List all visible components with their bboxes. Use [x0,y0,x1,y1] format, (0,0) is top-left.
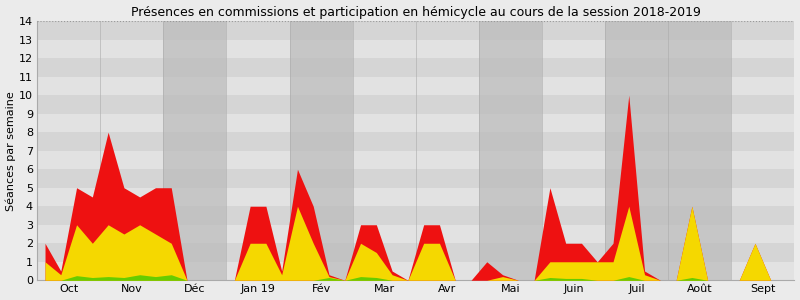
Bar [605,21,668,280]
Bar [37,206,794,225]
Bar [37,40,794,58]
Bar [479,21,542,280]
Y-axis label: Séances par semaine: Séances par semaine [6,91,16,211]
Bar [37,58,794,76]
Bar [37,225,794,243]
Bar [37,243,794,262]
Bar [37,95,794,114]
Bar [37,76,794,95]
Bar [668,21,731,280]
Bar [37,151,794,169]
Bar [37,132,794,151]
Bar [163,21,226,280]
Title: Présences en commissions et participation en hémicycle au cours de la session 20: Présences en commissions et participatio… [131,6,701,19]
Bar [37,188,794,206]
Bar [37,169,794,188]
Bar [290,21,353,280]
Bar [37,262,794,280]
Bar [37,114,794,132]
Bar [37,21,794,40]
